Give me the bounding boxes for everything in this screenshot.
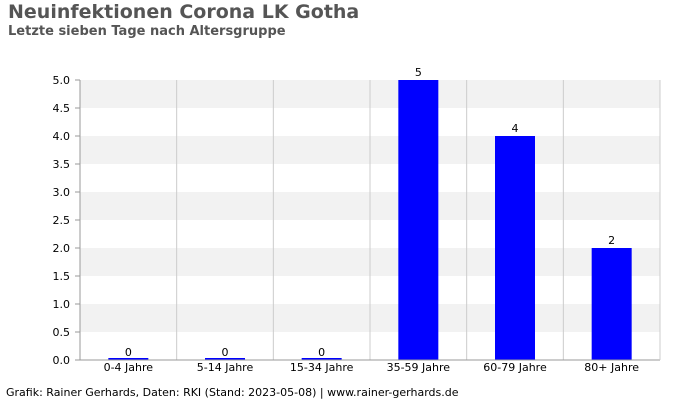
y-tick-label: 1.5 xyxy=(53,270,71,283)
chart-footer: Grafik: Rainer Gerhards, Daten: RKI (Sta… xyxy=(6,386,459,399)
data-label: 2 xyxy=(608,234,615,247)
x-tick-labels: 0-4 Jahre 5-14 Jahre 15-34 Jahre 35-59 Jahr… xyxy=(104,361,640,374)
y-tick-label: 4.0 xyxy=(53,130,71,143)
y-tick-label: 5.0 xyxy=(53,74,71,87)
y-tick-label: 4.5 xyxy=(53,102,71,115)
data-label: 4 xyxy=(512,122,519,135)
data-label: 5 xyxy=(415,66,422,79)
data-label: 0 xyxy=(222,346,229,359)
y-tick-label: 2.5 xyxy=(53,214,71,227)
vertical-gridlines xyxy=(176,80,564,360)
bar xyxy=(301,358,342,360)
y-tick-label: 0.0 xyxy=(53,354,71,367)
data-label: 0 xyxy=(318,346,325,359)
x-tick-label: 15-34 Jahre xyxy=(290,361,354,374)
x-tick-label: 0-4 Jahre xyxy=(104,361,154,374)
data-label: 0 xyxy=(125,346,132,359)
x-tick-label: 80+ Jahre xyxy=(584,361,639,374)
axes xyxy=(75,79,661,361)
y-tick-label: 2.0 xyxy=(53,242,71,255)
bar xyxy=(205,358,245,360)
chart-subtitle: Letzte sieben Tage nach Altersgruppe xyxy=(8,24,286,39)
bar xyxy=(398,80,439,360)
y-tick-label: 1.0 xyxy=(53,298,71,311)
chart-title: Neuinfektionen Corona LK Gotha xyxy=(8,1,360,23)
bar xyxy=(495,136,535,360)
bar xyxy=(108,358,149,360)
x-tick-label: 60-79 Jahre xyxy=(483,361,547,374)
y-tick-label: 3.0 xyxy=(53,186,71,199)
y-tick-label: 0.5 xyxy=(53,326,71,339)
data-labels: 0 0 0 5 4 2 xyxy=(125,66,615,359)
bars xyxy=(108,80,632,360)
bar xyxy=(591,248,632,360)
x-tick-label: 5-14 Jahre xyxy=(197,361,254,374)
y-tick-labels: 0.0 0.5 1.0 1.5 2.0 2.5 3.0 3.5 4.0 4.5 5.0 xyxy=(53,74,71,367)
x-tick-label: 35-59 Jahre xyxy=(387,361,451,374)
y-tick-label: 3.5 xyxy=(53,158,71,171)
